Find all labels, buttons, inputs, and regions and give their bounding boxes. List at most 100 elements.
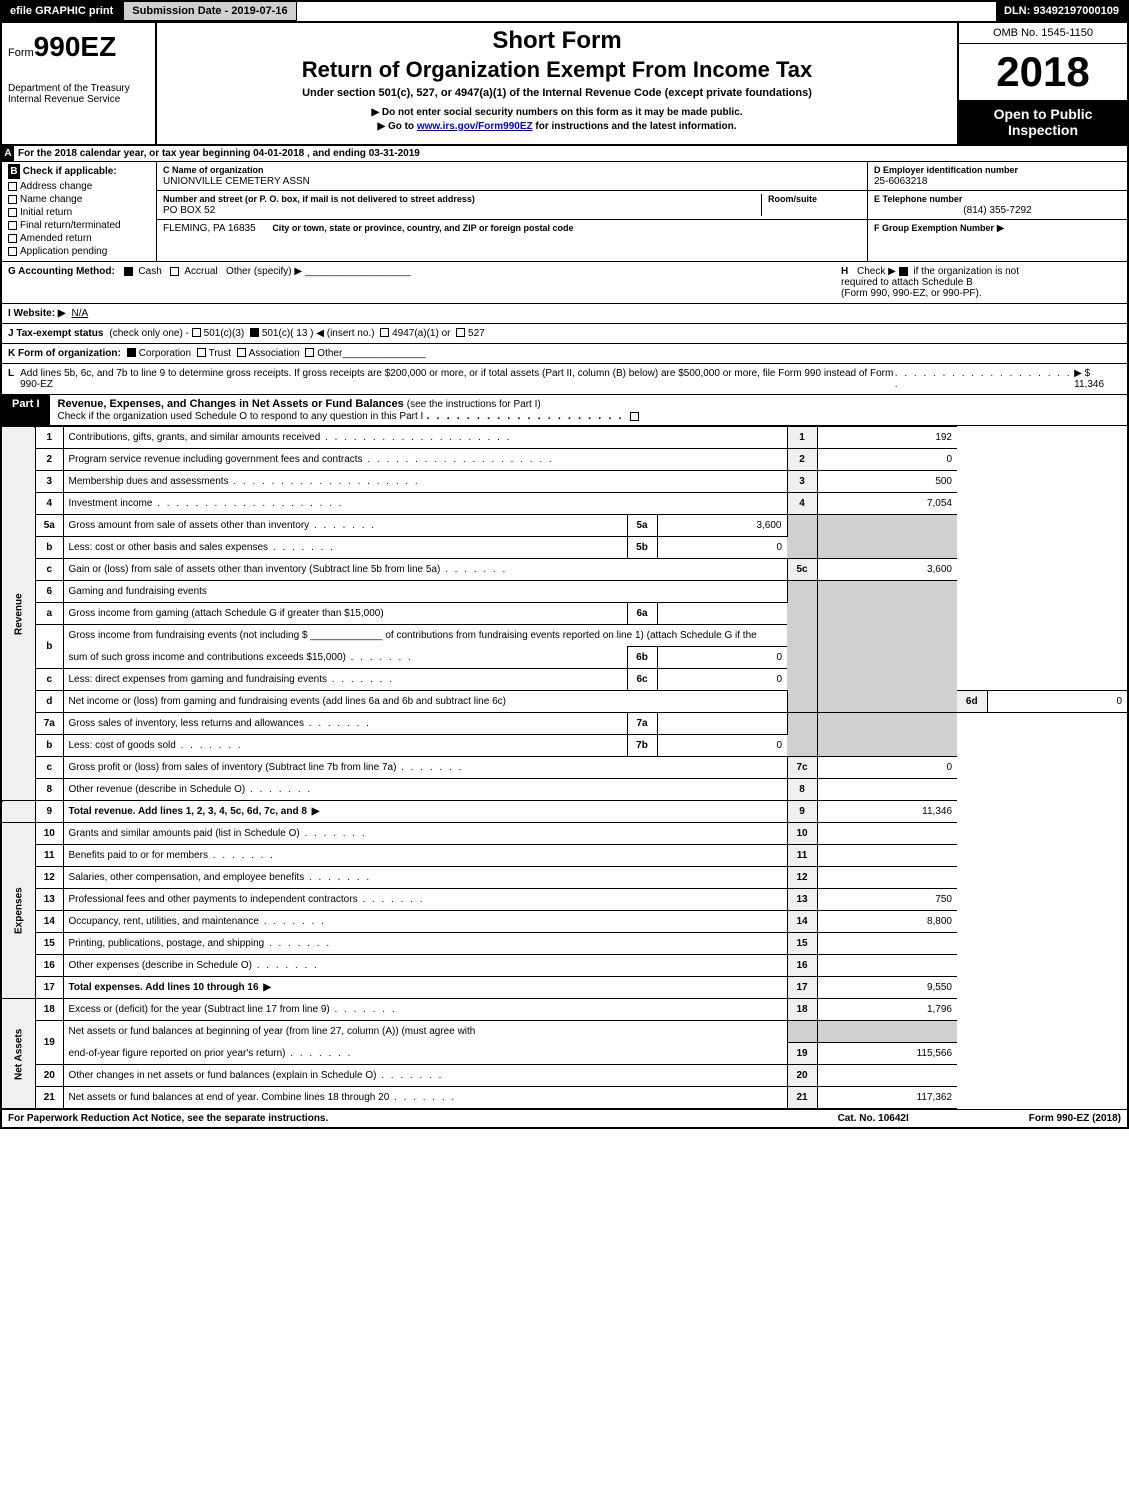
line-l-row: L Add lines 5b, 6c, and 7b to line 9 to … [2,364,1127,395]
ln6b-desc3: sum of such gross income and contributio… [69,652,346,663]
checkbox-initial-return[interactable] [8,208,17,217]
ln14-num: 14 [35,911,63,933]
j-label: J Tax-exempt status [8,328,103,339]
l-label: L [8,368,14,390]
ln14-desc: Occupancy, rent, utilities, and maintena… [69,916,259,927]
ln5a-subval: 3,600 [657,515,787,537]
dots [268,542,335,553]
row-20: 20 Other changes in net assets or fund b… [2,1065,1127,1087]
checkbox-4947[interactable] [380,328,389,337]
ln7b-subval: 0 [657,735,787,757]
row-6b-1: b Gross income from fundraising events (… [2,625,1127,647]
h-text3: required to attach Schedule B [841,277,973,288]
ln11-desc: Benefits paid to or for members [69,850,209,861]
checkbox-amended-return[interactable] [8,234,17,243]
ln6c-num: c [35,669,63,691]
ln17-desc: Total expenses. Add lines 10 through 16 [69,982,259,993]
row-3: 3 Membership dues and assessments 3 500 [2,471,1127,493]
ln10-desc: Grants and similar amounts paid (list in… [69,828,300,839]
row-4: 4 Investment income 4 7,054 [2,493,1127,515]
ln6a-num: a [35,603,63,625]
netassets-vlabel: Net Assets [2,999,35,1109]
checkbox-address-change[interactable] [8,182,17,191]
form-990ez-page: efile GRAPHIC print Submission Date - 20… [0,0,1129,1129]
checkbox-527[interactable] [456,328,465,337]
org-name: UNIONVILLE CEMETERY ASSN [163,176,310,187]
row-6d: d Net income or (loss) from gaming and f… [2,691,1127,713]
ln19-rnum: 19 [787,1043,817,1065]
form-number: 990EZ [34,31,117,63]
dots [363,454,554,465]
dots [389,1092,456,1103]
checkbox-501c[interactable] [250,328,259,337]
l-text: Add lines 5b, 6c, and 7b to line 9 to de… [20,368,895,390]
l-amount: ▶ $ 11,346 [1074,368,1121,390]
label-corporation: Corporation [139,348,191,359]
org-name-label: C Name of organization [163,165,264,175]
open-line1: Open to Public [994,106,1093,122]
footer-right: Form 990-EZ (2018) [1029,1113,1121,1124]
irs-link[interactable]: www.irs.gov/Form990EZ [417,121,533,132]
ln11-val [817,845,957,867]
label-amended-return: Amended return [20,233,92,244]
goto-prefix: ▶ Go to [377,121,416,132]
ln2-val: 0 [817,449,957,471]
ln10-num: 10 [35,823,63,845]
ln16-num: 16 [35,955,63,977]
period-mid: , and ending [307,148,369,159]
dots [304,872,371,883]
checkbox-accrual[interactable] [170,267,179,276]
ln8-val [817,779,957,801]
form-word: Form [8,47,34,59]
ein: 25-6063218 [874,176,927,187]
goto-suffix: for instructions and the latest informat… [533,121,737,132]
checkbox-association[interactable] [237,348,246,357]
ln4-rnum: 4 [787,493,817,515]
revenue-vlabel: Revenue [2,427,35,801]
dots [358,894,425,905]
right-info-column: D Employer identification number 25-6063… [867,162,1127,261]
checkbox-h[interactable] [899,267,908,276]
label-association: Association [249,348,300,359]
open-line2: Inspection [1008,122,1078,138]
accounting-row: G Accounting Method: Cash Accrual Other … [2,262,1127,304]
checkbox-schedule-o[interactable] [630,412,639,421]
name-address-column: C Name of organization UNIONVILLE CEMETE… [157,162,867,261]
phone: (814) 355-7292 [874,205,1121,216]
shaded-cell [787,713,817,757]
dots [300,828,367,839]
address: PO BOX 52 [163,205,215,216]
label-application-pending: Application pending [20,246,107,257]
ln7b-subnum: 7b [627,735,657,757]
checkbox-501c3[interactable] [192,328,201,337]
ln5b-subval: 0 [657,537,787,559]
checkbox-cash[interactable] [124,267,133,276]
dots [330,1004,397,1015]
row-2: 2 Program service revenue including gove… [2,449,1127,471]
checkbox-corporation[interactable] [127,348,136,357]
ln6b-desc1: Gross income from fundraising events (no… [69,630,308,641]
ln20-val [817,1065,957,1087]
ln7a-num: 7a [35,713,63,735]
ln7b-desc: Less: cost of goods sold [69,740,176,751]
subtitle: Under section 501(c), 527, or 4947(a)(1)… [161,87,953,99]
ln6b-subnum: 6b [627,647,657,669]
ln13-val: 750 [817,889,957,911]
ln17-num: 17 [35,977,63,999]
checkbox-name-change[interactable] [8,195,17,204]
checkbox-trust[interactable] [197,348,206,357]
checkbox-final-return[interactable] [8,221,17,230]
ln6d-num: d [35,691,63,713]
row-19b: end-of-year figure reported on prior yea… [2,1043,1127,1065]
form-of-org-row: K Form of organization: Corporation Trus… [2,344,1127,364]
shaded-cell [817,1021,957,1043]
checkbox-application-pending[interactable] [8,247,17,256]
ln5c-desc: Gain or (loss) from sale of assets other… [69,564,441,575]
shaded-cell [787,581,817,713]
efile-print-button[interactable]: efile GRAPHIC print [2,2,123,21]
dots [152,498,343,509]
h-text2: if the organization is not [913,266,1019,277]
tax-status-row: J Tax-exempt status (check only one) - 5… [2,324,1127,344]
ln1-num: 1 [35,427,63,449]
checkbox-other-org[interactable] [305,348,314,357]
